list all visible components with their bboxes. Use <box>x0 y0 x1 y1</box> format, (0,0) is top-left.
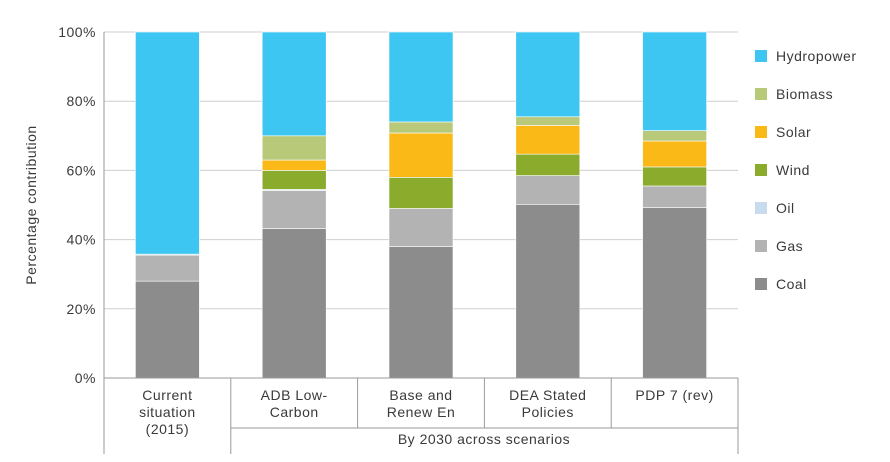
bar-segment-biomass <box>261 135 327 161</box>
legend-swatch-solar <box>755 126 767 138</box>
bar-segment-wind <box>388 177 454 209</box>
y-tick-label: 40% <box>66 232 96 248</box>
legend-label-gas: Gas <box>776 238 803 254</box>
bar-segment-hydropower <box>515 31 581 118</box>
bar-segment-coal <box>135 280 200 379</box>
x-category-label: Carbon <box>270 404 319 420</box>
bar-segment-coal <box>515 204 581 379</box>
axes <box>103 32 739 454</box>
bar-segment-coal <box>261 228 327 379</box>
x-category-label: (2015) <box>146 421 189 437</box>
bar-segment-gas <box>388 208 454 247</box>
x-category-label: PDP 7 (rev) <box>635 387 713 403</box>
legend-label-oil: Oil <box>776 200 795 216</box>
legend-label-wind: Wind <box>776 162 810 178</box>
x-category-label: Renew En <box>387 404 456 420</box>
bar-segment-hydropower <box>642 31 707 131</box>
bar-segment-hydropower <box>388 31 454 123</box>
bar-segment-solar <box>642 140 707 168</box>
y-tick-label: 0% <box>75 370 96 386</box>
legend-swatch-coal <box>755 278 767 290</box>
x-category-label: ADB Low- <box>261 387 328 403</box>
x-group-label: By 2030 across scenarios <box>398 431 570 447</box>
legend-label-biomass: Biomass <box>776 86 833 102</box>
bar-segment-wind <box>515 153 581 176</box>
y-tick-label: 20% <box>66 301 96 317</box>
bar-segment-gas <box>515 175 581 205</box>
y-axis-title: Percentage contribution <box>23 125 39 284</box>
bar-segment-gas <box>135 254 200 282</box>
bar-segment-wind <box>642 166 707 187</box>
legend: Hydropower Biomass Solar Wind Oil Gas Coal <box>755 48 856 292</box>
y-tick-label: 100% <box>58 24 96 40</box>
bar-segment-solar <box>261 159 327 171</box>
x-category-label: DEA Stated <box>509 387 586 403</box>
legend-swatch-wind <box>755 164 767 176</box>
bar-segment-hydropower <box>135 31 200 255</box>
legend-swatch-biomass <box>755 88 767 100</box>
bar-segment-solar <box>388 132 454 178</box>
bar-segment-wind <box>261 170 327 190</box>
bar-segment-coal <box>642 207 707 379</box>
x-category-label: Current <box>142 387 192 403</box>
x-category-label: Policies <box>522 404 574 420</box>
x-category-label: situation <box>139 404 196 420</box>
bar-segment-biomass <box>642 130 707 142</box>
legend-label-coal: Coal <box>776 276 807 292</box>
x-category-label: Base and <box>389 387 452 403</box>
legend-label-solar: Solar <box>776 124 811 140</box>
legend-label-hydropower: Hydropower <box>776 48 856 64</box>
bar-segment-coal <box>388 246 454 379</box>
bars <box>135 31 707 379</box>
bar-segment-solar <box>515 125 581 155</box>
legend-swatch-gas <box>755 240 767 252</box>
y-tick-labels: 0% 20% 40% 60% 80% 100% <box>58 24 96 386</box>
bar-segment-biomass <box>388 121 454 134</box>
y-tick-label: 60% <box>66 162 96 178</box>
bar-segment-gas <box>642 185 707 208</box>
legend-swatch-oil <box>755 202 767 214</box>
bar-segment-biomass <box>515 116 581 126</box>
y-tick-label: 80% <box>66 93 96 109</box>
bar-segment-hydropower <box>261 31 327 137</box>
legend-swatch-hydropower <box>755 50 767 62</box>
bar-segment-gas <box>261 190 327 229</box>
